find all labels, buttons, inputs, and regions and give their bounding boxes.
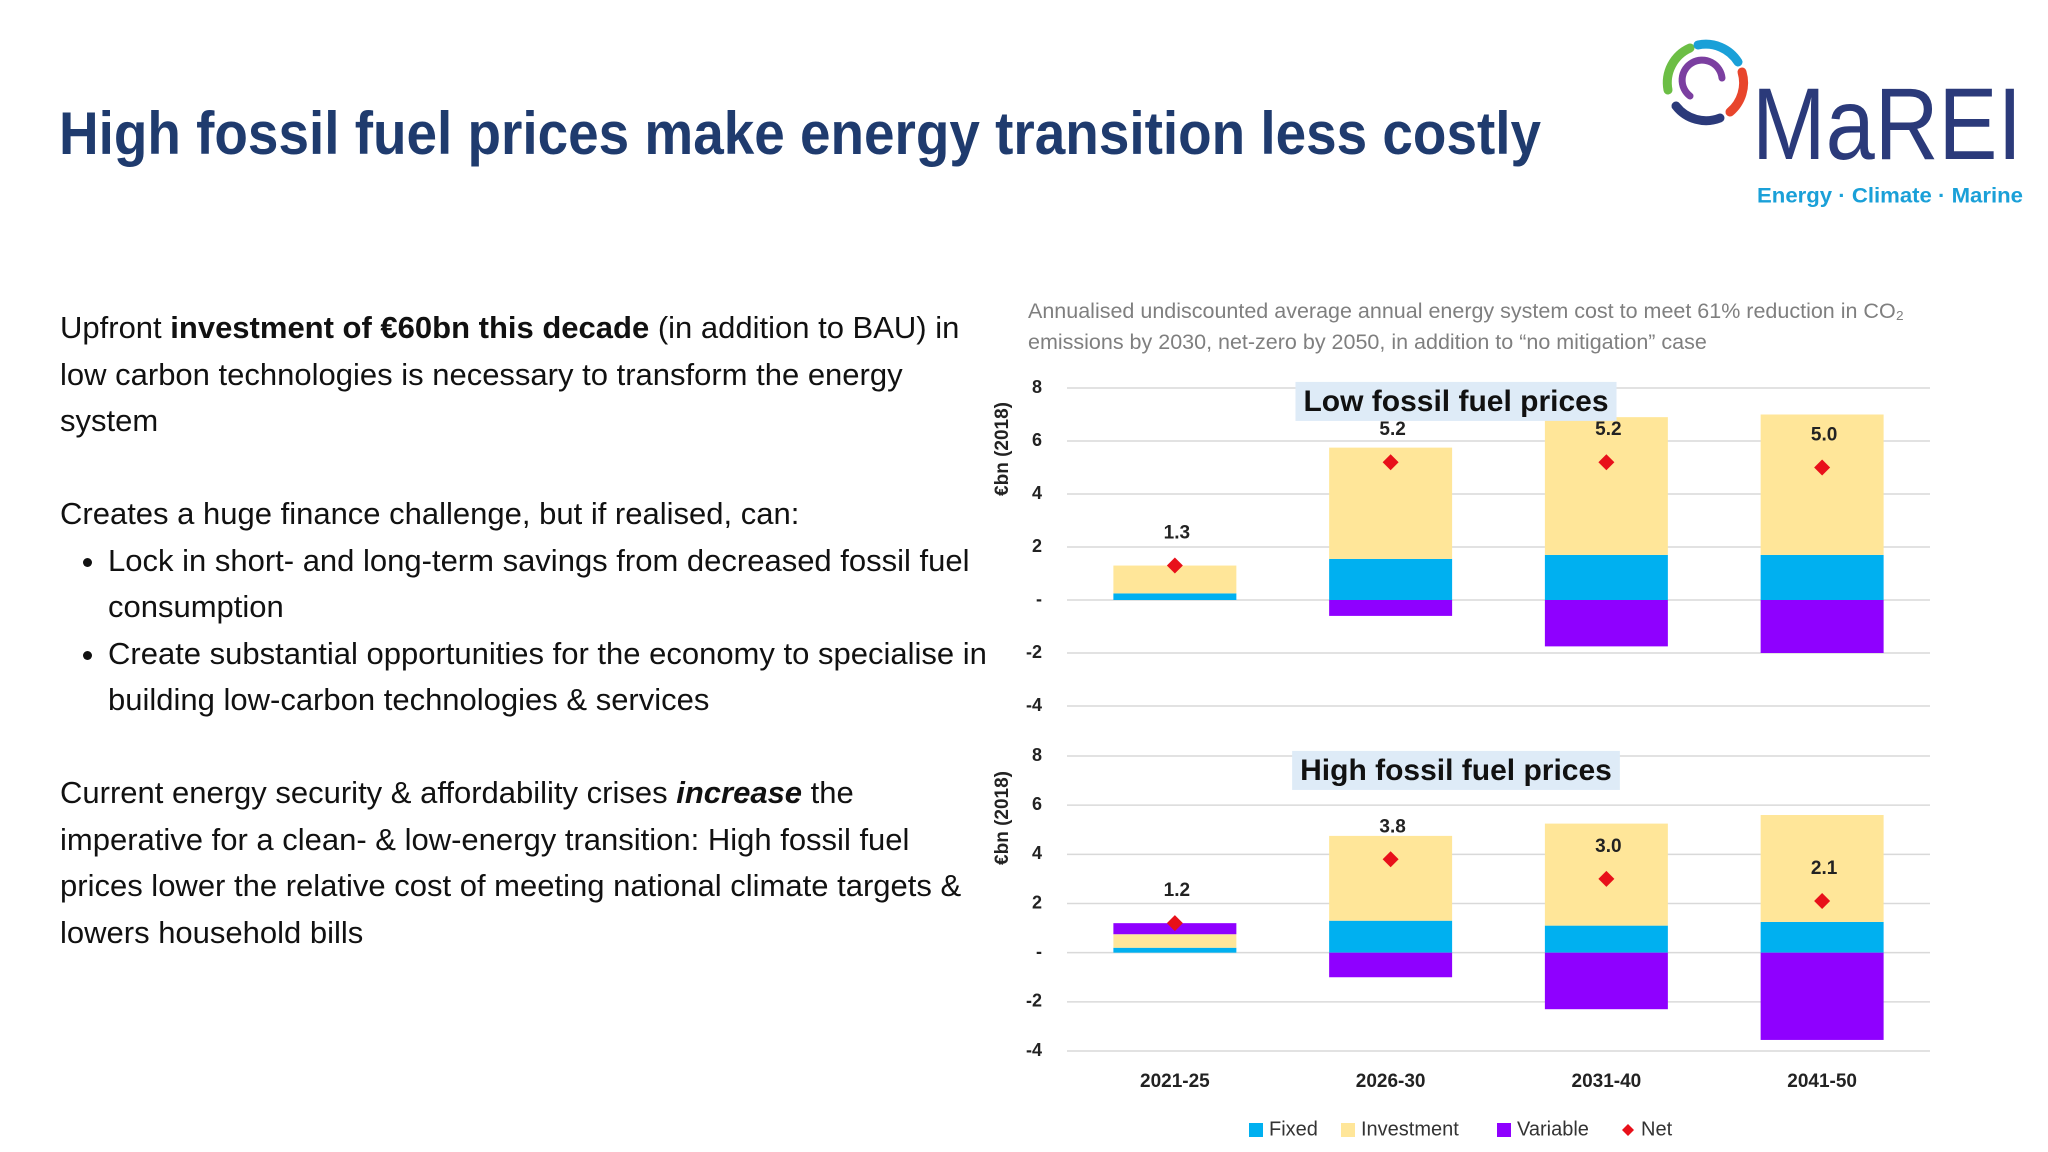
y-tick-label: 8	[1032, 377, 1042, 397]
bar-segment	[1544, 952, 1668, 1010]
data-label: 2.1	[1811, 858, 1838, 879]
data-label: 3.0	[1595, 836, 1621, 857]
chart-title-bg	[1295, 381, 1617, 421]
legend-label: Investment	[1361, 1118, 1459, 1140]
text-run: investment of €60bn this decade	[170, 310, 650, 345]
bullet-item: Lock in short- and long-term savings fro…	[108, 538, 990, 631]
y-tick-label: -4	[1026, 1040, 1042, 1060]
text-run: Current energy security & affordability …	[60, 775, 677, 810]
y-tick-label: -2	[1026, 642, 1042, 662]
bar-segment	[1329, 600, 1453, 616]
bar-segment	[1113, 934, 1237, 948]
bar-segment	[1113, 593, 1237, 600]
bar-segment	[1544, 554, 1668, 600]
data-label: 3.8	[1379, 816, 1405, 837]
text-run: Create substantial opportunities for the…	[108, 635, 987, 718]
bar-segment	[1760, 554, 1884, 600]
bar-segment	[1760, 414, 1884, 555]
logo-name: MaREI	[1752, 67, 2022, 181]
bar-segment	[1329, 558, 1453, 600]
data-label: 5.2	[1379, 419, 1405, 440]
text-run: Creates a huge finance challenge, but if…	[60, 496, 800, 531]
paragraph: Current energy security & affordability …	[60, 770, 990, 956]
logo-tagline: Energy · Climate · Marine	[1757, 185, 2023, 208]
logo-mark	[1662, 39, 1749, 126]
x-tick-label: 2021-25	[1140, 1071, 1210, 1092]
x-tick-label: 2041-50	[1787, 1071, 1857, 1092]
data-label: 5.2	[1595, 419, 1621, 440]
net-marker	[1598, 454, 1615, 471]
y-tick-label: 6	[1032, 794, 1042, 814]
bar-segment	[1544, 600, 1668, 647]
text-run: Upfront	[60, 310, 171, 345]
y-tick-label: 2	[1032, 892, 1042, 912]
chart-title-bg	[1292, 750, 1620, 790]
net-marker	[1382, 454, 1399, 471]
net-marker	[1382, 851, 1399, 868]
bar-segment	[1544, 417, 1668, 555]
y-axis-label: €bn (2018)	[992, 771, 1013, 865]
legend-label: Variable	[1517, 1118, 1589, 1140]
net-marker	[1166, 557, 1183, 574]
legend-label: Fixed	[1269, 1118, 1318, 1140]
bar-segment	[1113, 947, 1237, 953]
y-tick-label: -4	[1026, 695, 1042, 715]
bar-segment	[1329, 952, 1453, 978]
bullet-list: Lock in short- and long-term savings fro…	[60, 538, 990, 724]
y-tick-label: -2	[1026, 991, 1042, 1011]
x-tick-label: 2026-30	[1356, 1071, 1426, 1092]
slide-title: High fossil fuel prices make energy tran…	[59, 100, 1542, 167]
text-run: (in addition to BAU) in low carbon techn…	[60, 310, 960, 438]
bar-segment	[1329, 835, 1453, 921]
y-axis-label: €bn (2018)	[992, 402, 1013, 496]
bullet-item: Create substantial opportunities for the…	[108, 631, 990, 724]
chart-title: Low fossil fuel prices	[1303, 385, 1608, 418]
chart-title: High fossil fuel prices	[1300, 754, 1612, 787]
bar-segment	[1329, 920, 1453, 953]
y-tick-label: 8	[1032, 745, 1042, 765]
paragraph: Creates a huge finance challenge, but if…	[60, 491, 990, 538]
text-run: the imperative for a clean- & low-energy…	[60, 775, 962, 950]
y-tick-label: 6	[1032, 430, 1042, 450]
y-tick-label: 4	[1032, 483, 1042, 503]
y-tick-label: 4	[1032, 843, 1042, 863]
y-tick-label: 2	[1032, 536, 1042, 556]
legend-swatch	[1497, 1123, 1511, 1137]
bar-segment	[1760, 921, 1884, 953]
legend-swatch	[1249, 1123, 1263, 1137]
bar-segment	[1760, 952, 1884, 1040]
data-label: 1.3	[1164, 523, 1190, 544]
data-label: 1.2	[1164, 880, 1190, 901]
bar-segment	[1760, 600, 1884, 653]
text-run: increase	[676, 775, 803, 810]
text-run: Lock in short- and long-term savings fro…	[108, 542, 970, 625]
legend-label: Net	[1641, 1118, 1673, 1140]
legend-swatch	[1622, 1124, 1634, 1136]
y-tick-label: -	[1036, 941, 1042, 961]
net-marker	[1814, 459, 1831, 476]
net-marker	[1598, 870, 1615, 887]
body-text: Upfront investment of €60bn this decade …	[60, 305, 990, 1003]
legend-swatch	[1341, 1123, 1355, 1137]
data-label: 5.0	[1811, 425, 1837, 446]
chart-subtitle: Annualised undiscounted average annual e…	[1028, 299, 1905, 354]
x-tick-label: 2031-40	[1572, 1071, 1642, 1092]
y-tick-label: -	[1036, 589, 1042, 609]
bar-segment	[1544, 925, 1668, 953]
paragraph: Upfront investment of €60bn this decade …	[60, 305, 990, 445]
net-marker	[1814, 893, 1831, 910]
net-marker	[1166, 915, 1183, 932]
